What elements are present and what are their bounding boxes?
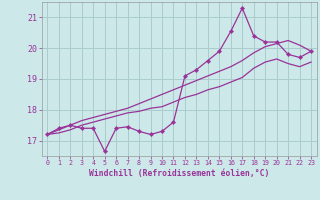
X-axis label: Windchill (Refroidissement éolien,°C): Windchill (Refroidissement éolien,°C) xyxy=(89,169,269,178)
